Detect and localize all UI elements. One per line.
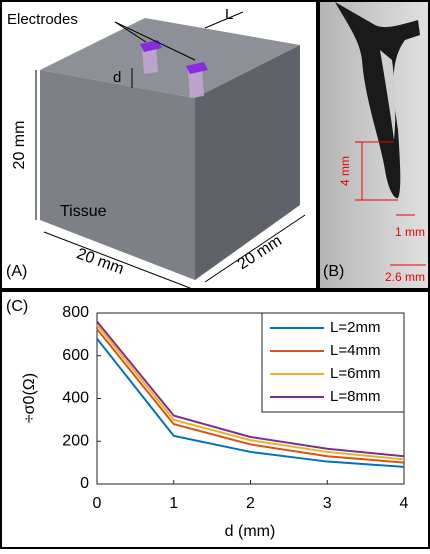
electrode-shaft: [188, 68, 204, 98]
legend-label: L=8mm: [330, 388, 380, 405]
x-tick-label: 3: [323, 495, 332, 512]
series-line: [96, 338, 405, 468]
plot: 0 200 400 600 800 0 1 2 3 4 L=2mm L=4mm L=6mm L=8mm: [62, 304, 408, 512]
label-tissue: Tissue: [60, 203, 107, 220]
panel-label: (A): [6, 263, 27, 280]
y-tick-label: 600: [62, 347, 89, 364]
x-tick-label: 1: [169, 495, 178, 512]
x-tick-label: 0: [93, 495, 102, 512]
series-line: [96, 328, 405, 464]
cube-front: [40, 70, 195, 280]
dimension: [204, 214, 306, 283]
y-tick-label: 400: [62, 390, 89, 407]
label-tip: 1 mm: [395, 225, 425, 239]
electrode-tip: [140, 40, 162, 52]
dimension: [204, 11, 244, 29]
label-electrodes: Electrodes: [7, 11, 78, 28]
electrode-tip: [186, 62, 208, 74]
panel-label: (B): [323, 263, 344, 280]
x-tick-label: 4: [400, 495, 409, 512]
electrode-shaft: [142, 46, 158, 74]
y-tick-label: 800: [62, 304, 89, 321]
dimension: [43, 231, 191, 289]
cube-right: [195, 45, 300, 280]
x-axis-label: d (mm): [225, 523, 276, 540]
y-tick-label: 200: [62, 432, 89, 449]
pointer: [114, 21, 196, 61]
label-spacing: L: [225, 6, 233, 23]
series-line: [96, 320, 405, 458]
panel-label: (C): [6, 298, 28, 315]
label-length: 4 mm: [338, 156, 352, 186]
y-tick-label: 0: [80, 475, 89, 492]
y-axis-label: ÷σ0(Ω): [21, 373, 38, 423]
x-tick-label: 2: [246, 495, 255, 512]
label-depth: d: [113, 69, 121, 86]
legend-label: L=2mm: [330, 319, 380, 336]
cube-top: [40, 18, 300, 98]
legend-label: L=6mm: [330, 365, 380, 382]
tissue-image: [380, 50, 396, 140]
label-span: 2.6 mm: [385, 270, 425, 284]
label-height: 20 mm: [11, 121, 28, 170]
series-line: [96, 324, 405, 461]
legend-box: [261, 312, 405, 413]
pointer: [114, 21, 147, 43]
legend-label: L=4mm: [330, 342, 380, 359]
tissue-image: [335, 2, 420, 199]
